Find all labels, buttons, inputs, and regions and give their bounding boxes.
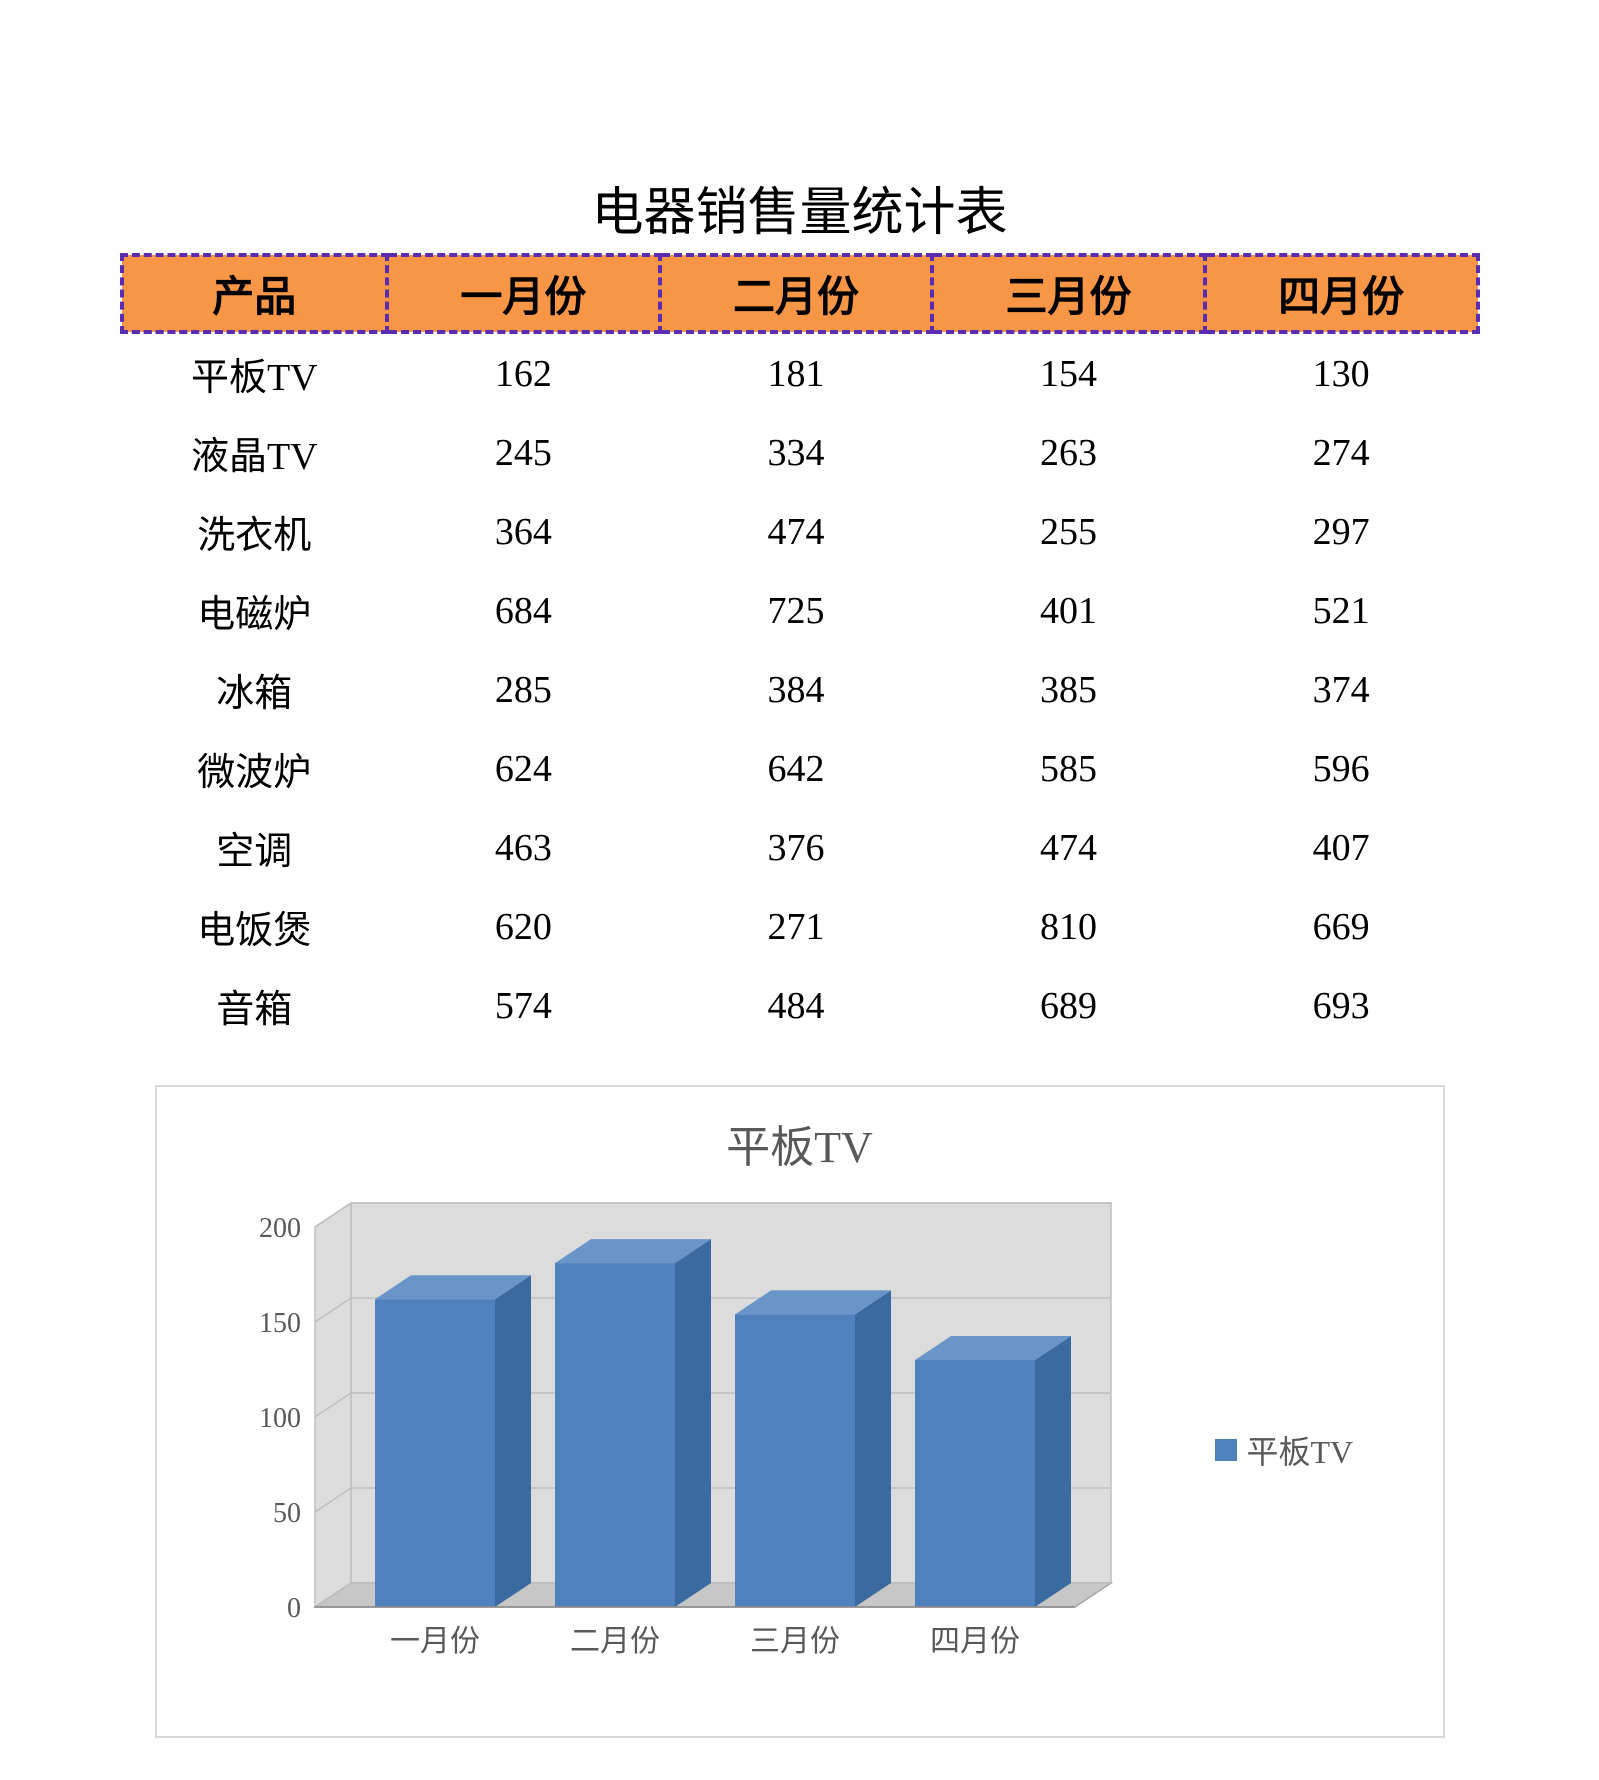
data-cell: 297 xyxy=(1205,492,1478,571)
chart-plot-area: 0 50 100 150 200 一月份 二月份 三月份 四月份 xyxy=(175,1187,1215,1712)
bar xyxy=(555,1263,675,1607)
data-cell: 384 xyxy=(660,650,933,729)
data-cell: 154 xyxy=(932,332,1205,413)
data-cell: 255 xyxy=(932,492,1205,571)
data-cell: 596 xyxy=(1205,729,1478,808)
table-header-cell: 二月份 xyxy=(660,255,933,332)
data-cell: 684 xyxy=(387,571,660,650)
data-cell: 810 xyxy=(932,887,1205,966)
data-cell: 689 xyxy=(932,966,1205,1045)
legend-swatch xyxy=(1215,1439,1237,1461)
data-cell: 484 xyxy=(660,966,933,1045)
data-cell: 271 xyxy=(660,887,933,966)
table-row: 洗衣机364474255297 xyxy=(122,492,1478,571)
row-label: 空调 xyxy=(122,808,388,887)
data-cell: 263 xyxy=(932,413,1205,492)
data-cell: 474 xyxy=(932,808,1205,887)
data-cell: 162 xyxy=(387,332,660,413)
row-label: 微波炉 xyxy=(122,729,388,808)
data-cell: 274 xyxy=(1205,413,1478,492)
row-label: 平板TV xyxy=(122,332,388,413)
data-cell: 285 xyxy=(387,650,660,729)
table-row: 电磁炉684725401521 xyxy=(122,571,1478,650)
table-row: 音箱574484689693 xyxy=(122,966,1478,1045)
bar xyxy=(915,1360,1035,1607)
table-row: 平板TV162181154130 xyxy=(122,332,1478,413)
data-cell: 620 xyxy=(387,887,660,966)
data-cell: 181 xyxy=(660,332,933,413)
row-label: 电磁炉 xyxy=(122,571,388,650)
table-header-cell: 三月份 xyxy=(932,255,1205,332)
table-header-cell: 产品 xyxy=(122,255,388,332)
data-cell: 725 xyxy=(660,571,933,650)
chart-container: 平板TV 0 50 100 150 200 一月份 二月份 三月份 四月份 平板TV xyxy=(155,1085,1445,1738)
row-label: 冰箱 xyxy=(122,650,388,729)
y-tick-label: 0 xyxy=(287,1593,301,1624)
table-header-cell: 一月份 xyxy=(387,255,660,332)
table-header-cell: 四月份 xyxy=(1205,255,1478,332)
category-label: 一月份 xyxy=(390,1625,480,1658)
table-row: 冰箱285384385374 xyxy=(122,650,1478,729)
data-cell: 364 xyxy=(387,492,660,571)
data-cell: 463 xyxy=(387,808,660,887)
table-body: 平板TV162181154130液晶TV245334263274洗衣机36447… xyxy=(122,332,1478,1045)
data-cell: 474 xyxy=(660,492,933,571)
page-title: 电器销售量统计表 xyxy=(0,170,1599,245)
row-label: 液晶TV xyxy=(122,413,388,492)
category-label: 三月份 xyxy=(750,1625,840,1658)
sales-table: 产品一月份二月份三月份四月份 平板TV162181154130液晶TV24533… xyxy=(120,253,1480,1045)
bar-chart-svg: 0 50 100 150 200 一月份 二月份 三月份 四月份 xyxy=(175,1187,1195,1707)
data-cell: 693 xyxy=(1205,966,1478,1045)
table-row: 电饭煲620271810669 xyxy=(122,887,1478,966)
data-cell: 385 xyxy=(932,650,1205,729)
chart-legend: 平板TV xyxy=(1215,1427,1425,1473)
category-label: 二月份 xyxy=(570,1625,660,1658)
data-cell: 334 xyxy=(660,413,933,492)
y-tick-label: 150 xyxy=(259,1308,301,1339)
data-cell: 374 xyxy=(1205,650,1478,729)
table-row: 液晶TV245334263274 xyxy=(122,413,1478,492)
table-header-row: 产品一月份二月份三月份四月份 xyxy=(122,255,1478,332)
data-cell: 407 xyxy=(1205,808,1478,887)
data-cell: 376 xyxy=(660,808,933,887)
data-cell: 585 xyxy=(932,729,1205,808)
data-cell: 624 xyxy=(387,729,660,808)
data-cell: 521 xyxy=(1205,571,1478,650)
data-cell: 574 xyxy=(387,966,660,1045)
y-tick-label: 200 xyxy=(259,1213,301,1244)
data-cell: 642 xyxy=(660,729,933,808)
row-label: 音箱 xyxy=(122,966,388,1045)
data-cell: 401 xyxy=(932,571,1205,650)
row-label: 洗衣机 xyxy=(122,492,388,571)
bar xyxy=(375,1299,495,1607)
row-label: 电饭煲 xyxy=(122,887,388,966)
data-cell: 669 xyxy=(1205,887,1478,966)
data-cell: 130 xyxy=(1205,332,1478,413)
table-row: 微波炉624642585596 xyxy=(122,729,1478,808)
y-tick-label: 50 xyxy=(273,1498,301,1529)
table-row: 空调463376474407 xyxy=(122,808,1478,887)
data-cell: 245 xyxy=(387,413,660,492)
legend-label: 平板TV xyxy=(1247,1427,1354,1473)
bar xyxy=(735,1314,855,1607)
y-tick-label: 100 xyxy=(259,1403,301,1434)
category-label: 四月份 xyxy=(930,1625,1020,1658)
chart-title: 平板TV xyxy=(175,1111,1425,1175)
